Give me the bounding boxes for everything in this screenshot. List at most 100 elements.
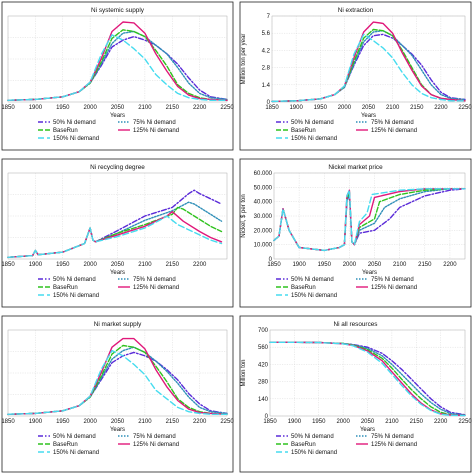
y-tick-label: 30.000 — [254, 214, 273, 220]
y-tick-label: 20.000 — [254, 228, 273, 234]
legend-label: 150% Ni demand — [53, 136, 99, 142]
x-tick-label: 2000 — [83, 419, 97, 425]
legend-label: 150% Ni demand — [291, 136, 337, 142]
panel-frame — [239, 315, 472, 473]
y-tick-label: 280 — [258, 380, 269, 386]
y-tick-label: 0 — [269, 257, 273, 263]
legend-item-125-ni-demand: 125% Ni demand — [356, 285, 417, 291]
x-tick-label: 2150 — [410, 419, 424, 425]
legend-item-50-ni-demand: 50% Ni demand — [38, 277, 96, 283]
legend-item-125-ni-demand: 125% Ni demand — [118, 442, 179, 448]
panel-frame — [1, 1, 234, 151]
legend-item-baserun: BaseRun — [38, 128, 78, 134]
x-tick-label: 2050 — [368, 262, 382, 268]
x-tick-label: 2050 — [111, 262, 125, 268]
x-tick-label: 1950 — [56, 419, 70, 425]
series-line-150-ni-demand — [271, 33, 466, 103]
x-tick-label: 2150 — [410, 105, 424, 111]
x-tick-label: 2100 — [385, 419, 399, 425]
x-tick-label: 2000 — [338, 105, 352, 111]
x-tick-label: 1900 — [29, 419, 43, 425]
x-tick-label: 1900 — [289, 105, 303, 111]
x-tick-label: 1850 — [265, 105, 279, 111]
x-tick-label: 2100 — [386, 105, 400, 111]
legend-item-50-ni-demand: 50% Ni demand — [276, 434, 334, 440]
x-tick-label: 2200 — [193, 419, 207, 425]
x-axis-label: Years — [361, 113, 376, 119]
legend-item-75-ni-demand: 75% Ni demand — [356, 277, 414, 283]
y-tick-label: 5.6 — [262, 31, 271, 37]
x-tick-label: 2000 — [83, 105, 97, 111]
legend-label: 125% Ni demand — [133, 442, 179, 448]
legend-item-125-ni-demand: 125% Ni demand — [118, 128, 179, 134]
x-tick-label: 2050 — [361, 419, 375, 425]
panel-title: Ni market supply — [94, 321, 142, 328]
x-tick-label: 2000 — [343, 262, 357, 268]
y-axis-label: Million ton per year — [241, 34, 247, 85]
y-tick-label: 1.4 — [262, 83, 271, 89]
plot-area — [269, 329, 466, 417]
x-tick-label: 2100 — [393, 262, 407, 268]
legend-label: 150% Ni demand — [53, 450, 99, 456]
panel-title: Ni systemic supply — [91, 7, 145, 14]
series-line-125-ni-demand — [7, 211, 223, 258]
x-tick-label: 2050 — [111, 105, 125, 111]
x-tick-label: 1900 — [29, 262, 43, 268]
panel-frame — [1, 315, 234, 473]
legend-label: BaseRun — [291, 442, 316, 448]
x-axis-label: Years — [110, 427, 125, 433]
legend-item-50-ni-demand: 50% Ni demand — [276, 120, 334, 126]
legend-label: 75% Ni demand — [371, 434, 414, 440]
x-tick-label: 2250 — [458, 419, 472, 425]
x-tick-label: 2250 — [220, 105, 234, 111]
legend-label: 125% Ni demand — [133, 285, 179, 291]
legend-label: 50% Ni demand — [291, 434, 334, 440]
panel-ni-market-supply: Ni market supply 1850 1900 1950 2000 2050 2100… — [1, 315, 234, 473]
legend-item-125-ni-demand: 125% Ni demand — [118, 285, 179, 291]
x-axis-label: Years — [362, 270, 377, 276]
panel-ni-extraction: Ni extraction 1850 1900 1950 2000 2050 2100 215… — [239, 1, 472, 151]
x-tick-label: 1850 — [1, 419, 15, 425]
y-tick-label: 40.000 — [254, 200, 273, 206]
legend-item-150-ni-demand: 150% Ni demand — [38, 293, 99, 299]
y-tick-label: 2.8 — [262, 66, 271, 72]
x-tick-label: 2100 — [138, 105, 152, 111]
x-axis-label: Years — [360, 427, 375, 433]
legend-label: 125% Ni demand — [371, 285, 417, 291]
legend-item-75-ni-demand: 75% Ni demand — [118, 434, 176, 440]
x-axis-label: Years — [110, 270, 125, 276]
x-tick-label: 2200 — [434, 105, 448, 111]
legend-label: 75% Ni demand — [133, 120, 176, 126]
legend-label: 75% Ni demand — [371, 120, 414, 126]
legend-label: 125% Ni demand — [371, 128, 417, 134]
y-tick-label: 10.000 — [254, 243, 273, 249]
legend-item-75-ni-demand: 75% Ni demand — [118, 277, 176, 283]
legend-label: 50% Ni demand — [53, 434, 96, 440]
x-tick-label: 2000 — [83, 262, 97, 268]
x-tick-label: 1950 — [312, 419, 326, 425]
legend-item-50-ni-demand: 50% Ni demand — [276, 277, 334, 283]
legend-item-50-ni-demand: 50% Ni demand — [38, 120, 96, 126]
x-tick-label: 2050 — [111, 419, 125, 425]
y-tick-label: 140 — [258, 397, 269, 403]
y-tick-label: 0 — [265, 414, 269, 420]
x-tick-label: 1950 — [318, 262, 332, 268]
legend-label: BaseRun — [53, 128, 78, 134]
panel-title: Ni recycling degree — [90, 164, 145, 171]
x-tick-label: 1850 — [1, 105, 15, 111]
legend-label: 125% Ni demand — [371, 442, 417, 448]
legend-label: 75% Ni demand — [371, 277, 414, 283]
series-line-50-ni-demand — [271, 33, 466, 103]
legend-item-150-ni-demand: 150% Ni demand — [38, 450, 99, 456]
panel-frame — [239, 1, 472, 151]
x-tick-label: 1950 — [314, 105, 328, 111]
legend-label: 50% Ni demand — [53, 120, 96, 126]
y-tick-label: 60.000 — [254, 171, 273, 177]
panel-nickel-market-price: Nickel market price 1850 1900 1950 2000 2050 2… — [239, 158, 472, 308]
x-tick-label: 1950 — [56, 262, 70, 268]
x-tick-label: 2200 — [434, 419, 448, 425]
legend-label: BaseRun — [53, 285, 78, 291]
y-tick-label: 7 — [267, 14, 271, 20]
legend-label: 150% Ni demand — [291, 293, 337, 299]
x-tick-label: 2100 — [138, 262, 152, 268]
